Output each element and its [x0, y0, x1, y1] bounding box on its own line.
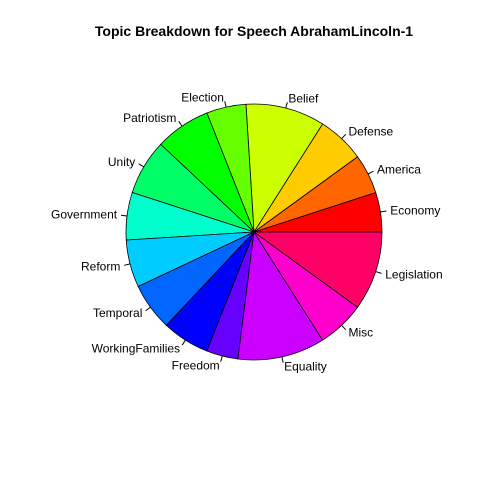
pie-label-freedom: Freedom: [172, 359, 220, 373]
pie-slice-legislation: [252, 231, 383, 308]
pie-tick-election: [224, 101, 227, 108]
pie-tick-reform: [124, 263, 131, 266]
pie-label-equality: Equality: [284, 360, 327, 374]
pie-label-reform: Reform: [81, 259, 120, 273]
pie-tick-equality: [281, 356, 284, 363]
pie-label-temporal: Temporal: [93, 306, 142, 320]
pie-tick-america: [367, 170, 374, 175]
pie-label-government: Government: [51, 208, 118, 222]
pie-tick-legislation: [375, 271, 382, 274]
pie-label-workingfamilies: WorkingFamilies: [92, 342, 180, 356]
pie-label-defense: Defense: [348, 124, 393, 138]
pie-label-legislation: Legislation: [385, 268, 442, 282]
pie-tick-government: [120, 214, 128, 217]
pie-tick-patriotism: [178, 120, 183, 127]
chart-title: Topic Breakdown for Speech AbrahamLincol…: [95, 23, 413, 39]
pie-tick-misc: [341, 324, 347, 331]
pie-label-unity: Unity: [108, 155, 135, 169]
pie-label-america: America: [377, 162, 421, 176]
pie-label-belief: Belief: [288, 91, 319, 105]
pie-labels: Economy America Defense Belief Election Patri…: [51, 90, 443, 373]
pie-tick-unity: [138, 163, 145, 168]
pie-slice-belief: [245, 103, 324, 234]
pie-tick-freedom: [220, 355, 223, 362]
pie-slice-equality: [237, 230, 324, 361]
pie-label-economy: Economy: [390, 203, 440, 217]
pie-label-election: Election: [181, 90, 224, 104]
pie-label-patriotism: Patriotism: [123, 111, 176, 125]
pie-tick-belief: [285, 102, 288, 109]
pie-tick-workingfamilies: [181, 339, 186, 346]
pie-tick-economy: [380, 210, 387, 213]
pie-tick-defense: [341, 133, 347, 140]
pie-tick-temporal: [145, 306, 151, 312]
pie-slices: [125, 103, 383, 361]
pie-label-misc: Misc: [348, 326, 373, 340]
